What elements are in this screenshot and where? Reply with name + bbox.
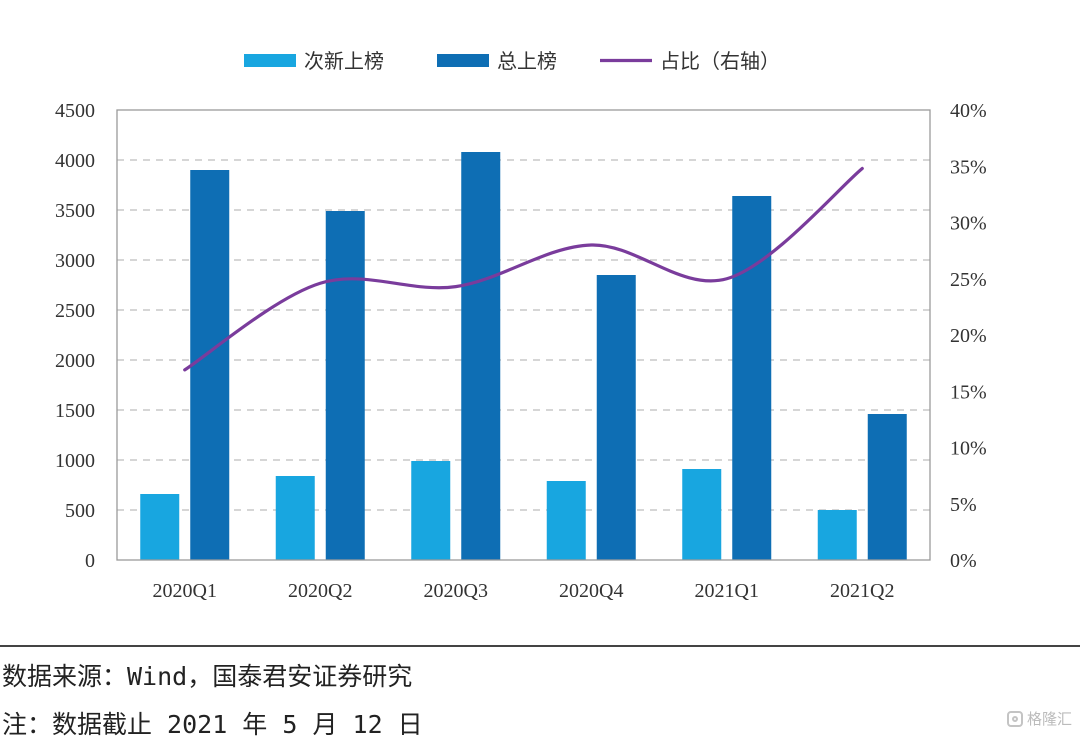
- ratio-line-layer: [183, 166, 864, 372]
- x-tick-label: 2020Q3: [424, 580, 488, 602]
- gridlines: [117, 159, 930, 511]
- legend-ratio-label: 占比（右轴）: [660, 49, 780, 73]
- x-tick-label: 2021Q1: [695, 580, 759, 602]
- plot-frame: [116, 109, 931, 561]
- date-note: 注：数据截止 2021 年 5 月 12 日: [2, 710, 423, 739]
- axes: 0 500 1000 1500 2000 2500 3000 3500 4000 4500 0% 5%…: [55, 100, 987, 602]
- y-right-tick-label: 40%: [950, 100, 987, 122]
- legend-new-listing-label: 次新上榜: [304, 49, 384, 73]
- ratio-line: [183, 166, 864, 372]
- combo-chart: 0 500 1000 1500 2000 2500 3000 3500 4000 4500 0% 5%…: [55, 49, 987, 602]
- y-right-tick-label: 15%: [950, 381, 987, 403]
- y-left-tick-label: 500: [65, 500, 95, 522]
- y-left-tick-label: 3000: [55, 250, 95, 272]
- watermark-logo-icon: [1006, 710, 1023, 727]
- bar-total-listing: [325, 211, 365, 560]
- watermark: 格隆汇: [1006, 708, 1072, 729]
- y-right-tick-label: 5%: [950, 494, 977, 516]
- y-right-tick-label: 10%: [950, 438, 987, 460]
- bar-total-listing: [461, 152, 501, 560]
- bar-new-listing: [817, 510, 857, 560]
- y-right-tick-label: 30%: [950, 213, 987, 235]
- legend-new-listing-swatch: [244, 54, 296, 67]
- bar-new-listing: [411, 461, 451, 560]
- y-left-tick-label: 1000: [55, 450, 95, 472]
- bar-total-listing: [867, 414, 907, 560]
- y-right-tick-label: 25%: [950, 269, 987, 291]
- y-left-tick-label: 4500: [55, 100, 95, 122]
- y-left-tick-label: 1500: [55, 400, 95, 422]
- bar-new-listing: [275, 476, 315, 560]
- y-left-tick-label: 0: [85, 550, 95, 572]
- bars: [140, 152, 907, 560]
- legend-total-listing-swatch: [437, 54, 489, 67]
- bar-total-listing: [596, 275, 636, 560]
- y-right-tick-label: 20%: [950, 325, 987, 347]
- watermark-text: 格隆汇: [1026, 710, 1072, 728]
- bar-total-listing: [190, 170, 230, 560]
- y-left-tick-label: 2000: [55, 350, 95, 372]
- bar-new-listing: [546, 481, 586, 560]
- y-left-tick-label: 3500: [55, 200, 95, 222]
- legend-total-listing-label: 总上榜: [497, 49, 557, 73]
- y-right-tick-label: 0%: [950, 550, 977, 572]
- source-note: 数据来源：Wind，国泰君安证券研究: [2, 662, 413, 691]
- y-left-tick-label: 4000: [55, 150, 95, 172]
- x-tick-label: 2020Q4: [559, 580, 623, 602]
- bar-total-listing: [732, 196, 772, 560]
- bar-new-listing: [140, 494, 180, 560]
- bar-new-listing: [682, 469, 722, 560]
- x-tick-label: 2020Q1: [153, 580, 217, 602]
- x-tick-label: 2021Q2: [830, 580, 894, 602]
- x-tick-label: 2020Q2: [288, 580, 352, 602]
- legend: 次新上榜 总上榜 占比（右轴）: [244, 49, 780, 73]
- y-right-tick-label: 35%: [950, 156, 987, 178]
- footer-divider: [0, 645, 1080, 647]
- y-left-tick-label: 2500: [55, 300, 95, 322]
